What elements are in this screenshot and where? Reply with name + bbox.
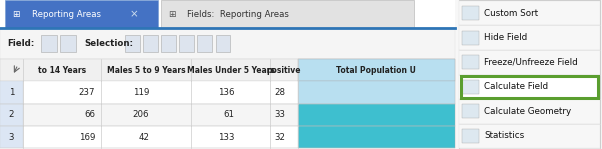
Bar (462, 55, 479, 69)
Text: 3: 3 (8, 133, 14, 142)
Bar (459, 0, 600, 149)
Text: to 14 Years: to 14 Years (38, 66, 86, 74)
Text: ⊞: ⊞ (168, 10, 175, 19)
Bar (298, 81, 455, 104)
Bar (161, 0, 414, 28)
Bar (0, 0, 455, 149)
Bar (459, 99, 600, 124)
Bar (23, 126, 455, 148)
Bar (298, 104, 455, 126)
Bar (462, 80, 479, 94)
Text: Reporting Areas: Reporting Areas (32, 10, 101, 19)
Text: ⊞: ⊞ (13, 10, 20, 19)
Bar (459, 74, 600, 99)
Bar (5, 0, 158, 28)
Text: 237: 237 (79, 88, 95, 97)
Text: Field:: Field: (7, 39, 34, 48)
Text: 2: 2 (8, 110, 14, 119)
Text: Calculate Geometry: Calculate Geometry (484, 107, 571, 116)
Text: 119: 119 (133, 88, 149, 97)
Bar (197, 35, 212, 52)
Text: Males Under 5 Years: Males Under 5 Years (187, 66, 275, 74)
Bar (0, 81, 23, 104)
Bar (455, 0, 602, 149)
Text: 136: 136 (219, 88, 235, 97)
Text: Hide Field: Hide Field (484, 33, 527, 42)
Bar (462, 129, 479, 143)
Text: Fields:  Reporting Areas: Fields: Reporting Areas (187, 10, 289, 19)
Bar (23, 81, 455, 104)
Bar (459, 124, 600, 148)
Bar (298, 59, 455, 81)
Bar (0, 126, 23, 148)
Bar (459, 50, 600, 74)
Text: Custom Sort: Custom Sort (484, 8, 538, 18)
Text: 28: 28 (275, 88, 285, 97)
Text: Total Population U: Total Population U (337, 66, 416, 74)
Text: Males 5 to 9 Years: Males 5 to 9 Years (107, 66, 185, 74)
Bar (41, 35, 57, 52)
Text: 66: 66 (84, 110, 95, 119)
Bar (60, 35, 76, 52)
Text: 32: 32 (275, 133, 285, 142)
Bar (462, 31, 479, 45)
Text: Calculate Field: Calculate Field (484, 82, 548, 91)
Text: 1: 1 (8, 88, 14, 97)
Text: 169: 169 (79, 133, 95, 142)
Text: 206: 206 (133, 110, 149, 119)
Text: ×: × (130, 9, 139, 19)
Bar (143, 35, 158, 52)
Bar (0, 28, 455, 59)
Text: Selection:: Selection: (84, 39, 133, 48)
Bar (0, 104, 23, 126)
Text: 42: 42 (138, 133, 149, 142)
Bar (161, 35, 176, 52)
Text: 133: 133 (219, 133, 235, 142)
Text: 33: 33 (275, 110, 285, 119)
Bar (0, 59, 455, 81)
Bar (179, 35, 194, 52)
Bar (125, 35, 140, 52)
Text: Freeze/Unfreeze Field: Freeze/Unfreeze Field (484, 58, 578, 67)
Bar (459, 25, 600, 50)
Bar (461, 76, 598, 98)
Bar (459, 1, 600, 25)
Bar (298, 126, 455, 148)
Bar (462, 104, 479, 118)
Bar (462, 6, 479, 20)
Bar (23, 104, 455, 126)
Bar (216, 35, 230, 52)
Text: positive: positive (266, 66, 301, 74)
Text: Statistics: Statistics (484, 131, 524, 141)
Text: 61: 61 (224, 110, 235, 119)
